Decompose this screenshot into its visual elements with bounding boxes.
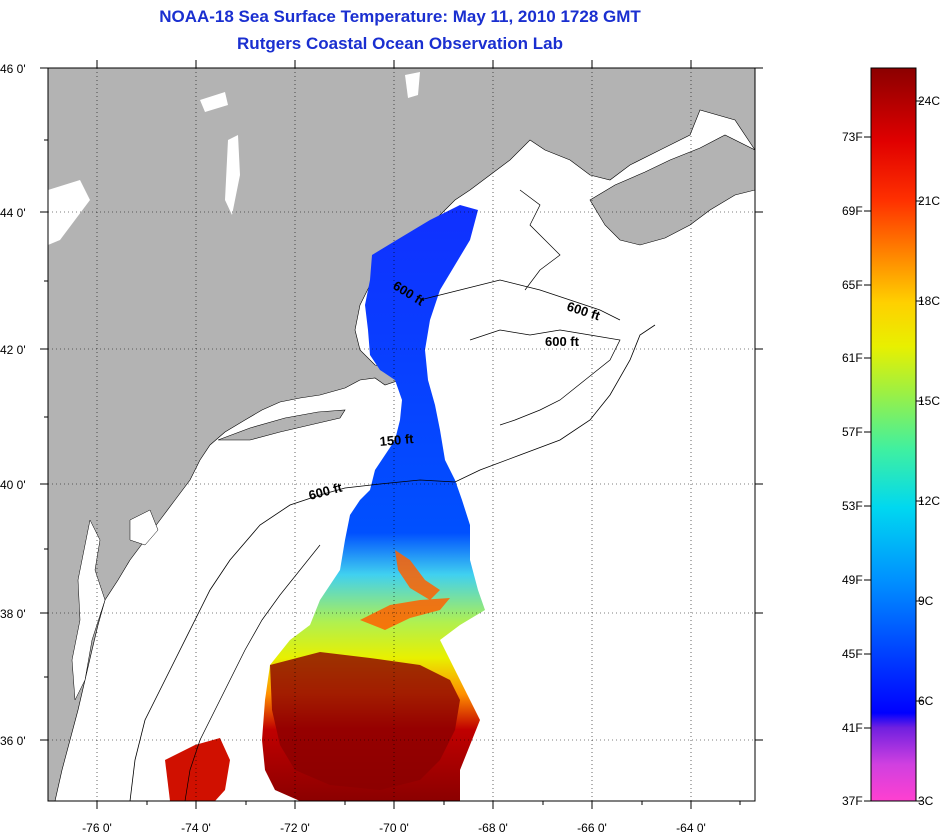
chesapeake-bay [71,519,106,701]
lake [48,180,90,245]
lake [405,72,420,98]
sst-filament [360,598,450,630]
lat-label: 44 0' [0,206,26,220]
contour-line [184,544,321,801]
cb-label-c: 9C [918,594,934,608]
cb-label-f: 41F [842,721,863,735]
tick-marks [40,60,763,809]
cb-label-f: 61F [842,351,863,365]
lon-label: -72 0' [280,821,310,835]
colorbar-fahrenheit-labels: 73F 69F 65F 61F 57F 53F 49F 45F 41F 37F [842,130,863,808]
lat-label: 40 0' [0,478,26,492]
land-nova-scotia [589,134,755,246]
lat-label: 38 0' [0,607,26,621]
delaware-bay [129,509,159,546]
colorbar-celsius-labels: 24C 21C 18C 15C 12C 9C 6C 3C [918,94,940,808]
map-subtitle: Rutgers Coastal Ocean Observation Lab [237,34,563,53]
cb-label-f: 65F [842,278,863,292]
latitude-labels: 46 0' 44 0' 42 0' 40 0' 38 0' 36 0' [0,62,26,748]
cb-label-c: 21C [918,194,940,208]
cb-label-c: 6C [918,694,934,708]
cb-label-f: 53F [842,499,863,513]
contour-label: 150 ft [379,431,415,449]
cb-label-c: 12C [918,494,940,508]
lat-label: 42 0' [0,343,26,357]
contour-line [469,329,621,426]
lon-label: -74 0' [181,821,211,835]
lon-label: -64 0' [676,821,706,835]
land-mainland [48,68,755,801]
cb-label-f: 49F [842,573,863,587]
lake [200,92,228,112]
cb-label-c: 24C [918,94,940,108]
cb-label-f: 57F [842,425,863,439]
longitude-labels: -76 0' -74 0' -72 0' -70 0' -68 0' -66 0… [82,821,706,835]
map-frame [47,67,756,802]
lat-label: 46 0' [0,62,26,76]
lat-label: 36 0' [0,734,26,748]
cb-label-c: 15C [918,394,940,408]
cb-label-f: 69F [842,204,863,218]
map-title: NOAA-18 Sea Surface Temperature: May 11,… [159,7,641,26]
cb-label-f: 73F [842,130,863,144]
lake-champlain [225,135,240,215]
cb-label-c: 3C [918,794,934,808]
sst-patch-south [165,738,230,801]
colorbar [870,67,917,802]
cb-label-c: 18C [918,294,940,308]
sst-swath [262,205,485,801]
land-long-island [217,409,346,441]
colorbar-ticks [864,100,923,802]
lon-label: -66 0' [577,821,607,835]
cb-label-f: 45F [842,647,863,661]
contour-line [519,189,561,291]
contour-line [129,324,656,801]
lon-label: -70 0' [379,821,409,835]
lon-label: -76 0' [82,821,112,835]
lon-label: -68 0' [478,821,508,835]
cb-label-f: 37F [842,794,863,808]
sst-filament [395,550,440,600]
contour-label: 600 ft [545,334,580,349]
contour-line [419,279,621,321]
sst-warm-core [270,652,460,790]
